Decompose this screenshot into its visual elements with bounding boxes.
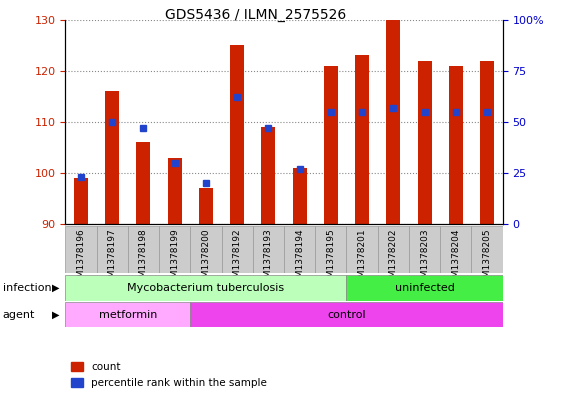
Bar <box>315 226 346 273</box>
Bar <box>284 226 315 273</box>
Bar <box>97 226 128 273</box>
Bar <box>190 226 222 273</box>
Bar <box>324 66 338 224</box>
Bar <box>355 55 369 224</box>
Text: agent: agent <box>3 310 35 320</box>
Bar <box>159 226 190 273</box>
Bar <box>449 66 463 224</box>
Bar <box>74 178 88 224</box>
Bar <box>128 226 159 273</box>
Text: GSM1378205: GSM1378205 <box>483 228 491 289</box>
Text: GSM1378195: GSM1378195 <box>327 228 335 289</box>
Text: GSM1378199: GSM1378199 <box>170 228 179 289</box>
Text: GSM1378201: GSM1378201 <box>358 228 366 289</box>
Text: GSM1378197: GSM1378197 <box>108 228 116 289</box>
Bar <box>199 188 213 224</box>
Text: GDS5436 / ILMN_2575526: GDS5436 / ILMN_2575526 <box>165 8 346 22</box>
Bar <box>65 226 97 273</box>
Bar <box>222 226 253 273</box>
Text: GSM1378198: GSM1378198 <box>139 228 148 289</box>
Text: GSM1378194: GSM1378194 <box>295 228 304 289</box>
Legend: count, percentile rank within the sample: count, percentile rank within the sample <box>70 362 267 388</box>
Text: GSM1378196: GSM1378196 <box>77 228 85 289</box>
Text: GSM1378193: GSM1378193 <box>264 228 273 289</box>
Bar <box>440 226 471 273</box>
Text: GSM1378192: GSM1378192 <box>233 228 241 289</box>
Bar <box>65 275 346 301</box>
Text: metformin: metformin <box>99 310 157 320</box>
Text: infection: infection <box>3 283 52 293</box>
Text: ▶: ▶ <box>52 310 60 320</box>
Bar <box>230 45 244 224</box>
Text: Mycobacterium tuberculosis: Mycobacterium tuberculosis <box>127 283 285 293</box>
Bar <box>471 226 503 273</box>
Bar <box>346 275 503 301</box>
Bar <box>378 226 409 273</box>
Bar <box>386 20 400 224</box>
Text: GSM1378203: GSM1378203 <box>420 228 429 289</box>
Bar <box>417 61 432 224</box>
Text: ▶: ▶ <box>52 283 60 293</box>
Text: GSM1378204: GSM1378204 <box>452 228 460 289</box>
Bar <box>409 226 440 273</box>
Text: uninfected: uninfected <box>395 283 454 293</box>
Bar <box>168 158 182 224</box>
Text: GSM1378200: GSM1378200 <box>202 228 210 289</box>
Bar <box>253 226 284 273</box>
Text: GSM1378202: GSM1378202 <box>389 228 398 289</box>
Bar <box>65 302 190 327</box>
Bar <box>346 226 378 273</box>
Text: control: control <box>327 310 366 320</box>
Bar <box>293 168 307 224</box>
Bar <box>136 142 151 224</box>
Bar <box>190 302 503 327</box>
Bar <box>261 127 275 224</box>
Bar <box>480 61 494 224</box>
Bar <box>105 91 119 224</box>
